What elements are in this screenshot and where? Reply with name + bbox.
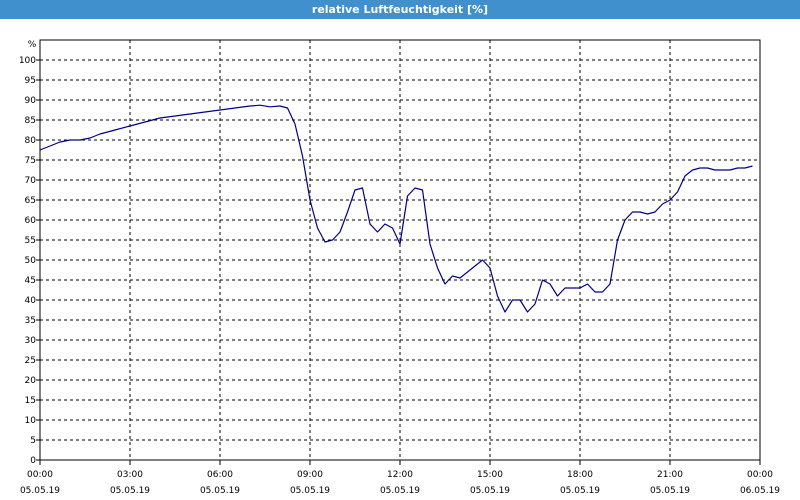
- x-tick-time: 00:00: [747, 470, 773, 480]
- y-tick-label: 55: [25, 236, 36, 246]
- x-tick-date: 05.05.19: [470, 486, 510, 496]
- x-tick-date: 05.05.19: [650, 486, 690, 496]
- y-tick-label: 5: [30, 436, 36, 446]
- y-tick-label: 95: [25, 76, 36, 86]
- y-tick-label: 85: [25, 116, 36, 126]
- y-tick-label: 100: [19, 56, 36, 66]
- humidity-series-line: [39, 104, 753, 313]
- series-layer: [39, 104, 753, 313]
- y-tick-label: 75: [25, 156, 36, 166]
- x-tick-date: 05.05.19: [110, 486, 150, 496]
- x-tick-time: 03:00: [117, 470, 143, 480]
- grid: [40, 40, 760, 460]
- y-tick-label: 45: [25, 276, 36, 286]
- chart-title: relative Luftfeuchtigkeit [%]: [0, 0, 800, 19]
- y-tick-label: 20: [25, 376, 37, 386]
- y-tick-label: 90: [25, 96, 37, 106]
- x-tick-time: 09:00: [297, 470, 323, 480]
- y-tick-label: 25: [25, 356, 36, 366]
- x-tick-time: 06:00: [207, 470, 233, 480]
- x-tick-date: 06.05.19: [740, 486, 780, 496]
- x-tick-date: 05.05.19: [560, 486, 600, 496]
- y-tick-label: 35: [25, 316, 36, 326]
- y-tick-label: 80: [25, 136, 37, 146]
- x-tick-time: 18:00: [567, 470, 593, 480]
- humidity-line-chart: 0 5 10 15 20 25 30 35 40 45 50 55 60 65 70 75 80 85 90 95 10…: [19, 39, 780, 496]
- y-tick-label: 10: [25, 416, 37, 426]
- y-axis-ticks: 0 5 10 15 20 25 30 35 40 45 50 55 60 65 70 75 80 85 90 95 10…: [19, 56, 40, 466]
- y-tick-label: 50: [25, 256, 37, 266]
- x-tick-time: 12:00: [387, 470, 413, 480]
- x-tick-date: 05.05.19: [200, 486, 240, 496]
- y-axis-unit: %: [28, 40, 37, 50]
- y-tick-label: 0: [30, 456, 36, 466]
- y-tick-label: 40: [25, 296, 37, 306]
- x-axis-ticks: 00:00 05.05.19 03:00 05.05.19 06:00 05.05.19 0…: [20, 460, 780, 496]
- x-tick-time: 21:00: [657, 470, 683, 480]
- x-tick-date: 05.05.19: [380, 486, 420, 496]
- x-tick-time: 00:00: [27, 470, 53, 480]
- x-tick-date: 05.05.19: [20, 486, 60, 496]
- x-tick-time: 15:00: [477, 470, 503, 480]
- y-tick-label: 70: [25, 176, 37, 186]
- x-tick-date: 05.05.19: [290, 486, 330, 496]
- y-tick-label: 65: [25, 196, 36, 206]
- y-tick-label: 60: [25, 216, 37, 226]
- y-tick-label: 15: [25, 396, 36, 406]
- y-tick-label: 30: [25, 336, 37, 346]
